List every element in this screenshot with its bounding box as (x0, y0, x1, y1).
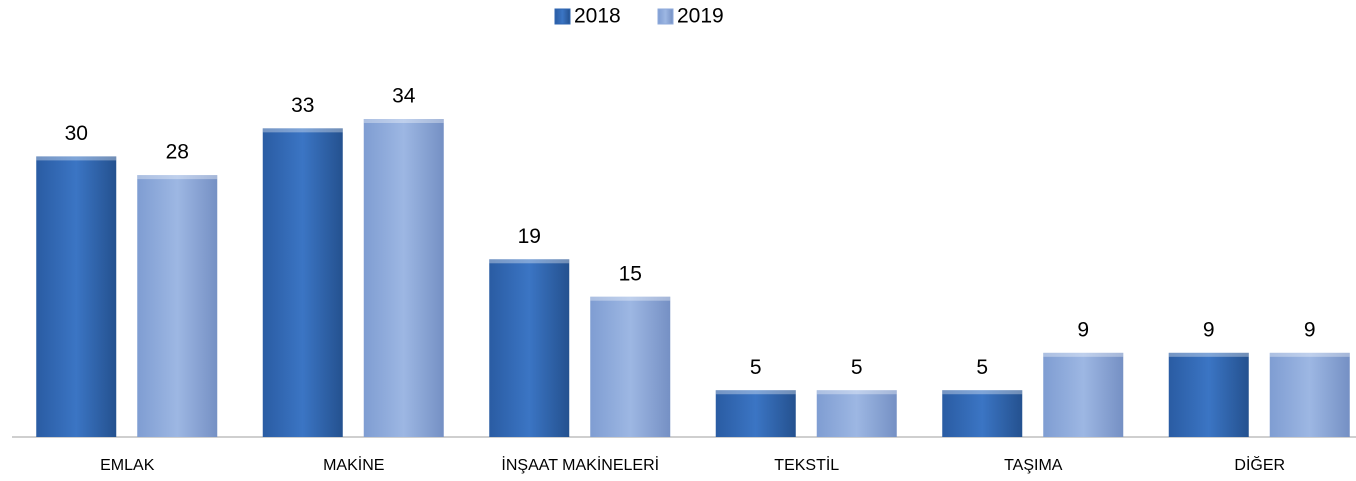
legend-label: 2019 (677, 5, 724, 28)
legend-label: 2018 (574, 5, 621, 28)
value-label: 33 (291, 94, 314, 117)
bar-top (1168, 352, 1249, 357)
bar (1043, 352, 1124, 437)
bar (262, 128, 343, 437)
value-label: 5 (851, 356, 863, 379)
bar-top (363, 119, 444, 123)
bar (489, 259, 570, 437)
bar (590, 296, 671, 437)
value-label: 34 (392, 85, 416, 108)
bar-top (489, 259, 570, 264)
bar (1269, 352, 1350, 437)
x-tick-label: EMLAK (100, 457, 155, 474)
bar (816, 390, 897, 437)
value-label: 9 (1203, 318, 1215, 341)
legend-swatch (657, 8, 674, 25)
bar (1168, 352, 1249, 437)
bar-top (1043, 352, 1124, 357)
bar-top (715, 390, 796, 395)
value-label: 30 (65, 122, 88, 145)
x-tick-label: İNŞAAT MAKİNELERİ (501, 455, 659, 474)
bar-top (816, 390, 897, 395)
bar-top (942, 390, 1023, 395)
x-tick-label: TEKSTİL (774, 455, 839, 474)
value-label: 15 (619, 262, 642, 285)
bar-top (36, 156, 117, 161)
x-tick-label: DİĞER (1234, 455, 1285, 474)
bar-top (1269, 352, 1350, 357)
bar (36, 156, 117, 438)
value-label: 9 (1077, 318, 1089, 341)
x-tick-label: MAKİNE (323, 455, 384, 474)
value-label: 28 (166, 141, 189, 164)
legend-swatch (554, 8, 571, 25)
bar (942, 390, 1023, 437)
value-label: 9 (1304, 318, 1316, 341)
bar-top (262, 128, 343, 133)
value-label: 5 (750, 356, 762, 379)
value-label: 5 (976, 356, 988, 379)
bar (715, 390, 796, 437)
value-label: 19 (518, 225, 541, 248)
bar (363, 119, 444, 437)
bar (137, 175, 218, 437)
x-tick-label: TAŞIMA (1004, 457, 1063, 474)
bar-top (590, 296, 671, 301)
bar-top (137, 175, 218, 180)
